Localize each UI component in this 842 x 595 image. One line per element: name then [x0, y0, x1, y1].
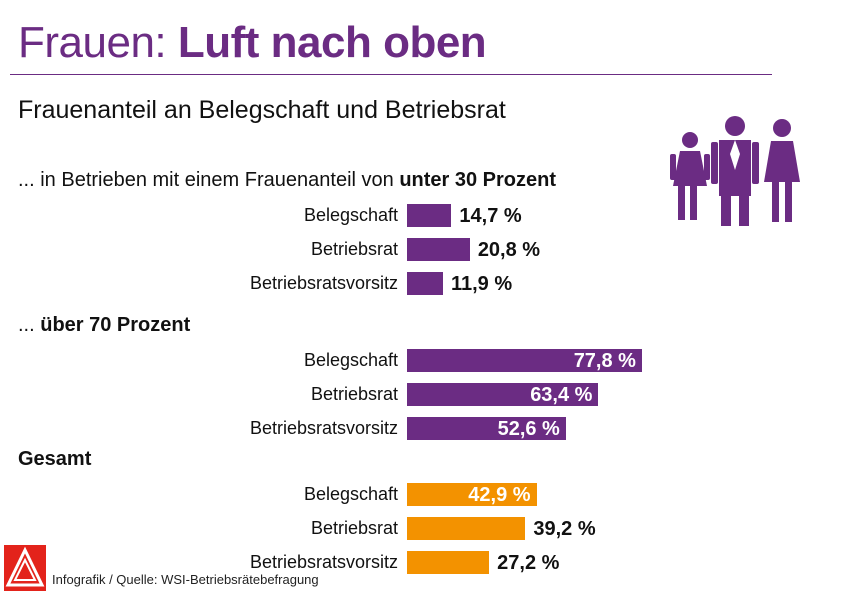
group-label-bold: unter 30 Prozent	[399, 169, 557, 191]
group-label-1: ... in Betrieben mit einem Frauenanteil …	[18, 167, 556, 193]
category-label: Belegschaft	[303, 484, 398, 504]
category-label: Belegschaft	[303, 205, 398, 225]
bar	[407, 417, 566, 440]
bar	[407, 272, 443, 295]
bar	[407, 238, 470, 261]
bar	[407, 349, 642, 372]
category-label: Betriebsrat	[310, 518, 398, 538]
category-label: Betriebsrat	[310, 239, 398, 259]
title-bold: Luft nach oben	[177, 18, 487, 67]
value-label: 27,2 %	[497, 552, 560, 574]
category-label: Betriebsrat	[310, 384, 398, 404]
bar	[407, 204, 452, 227]
chart-subtitle: Frauenanteil an Belegschaft und Betriebs…	[18, 96, 506, 124]
bar	[407, 483, 537, 506]
group-label-bold: Gesamt	[18, 448, 92, 470]
value-label: 63,4 %	[530, 384, 593, 406]
title-divider	[10, 74, 772, 75]
group-label-2: ... über 70 Prozent	[18, 312, 190, 338]
value-label: 52,6 %	[497, 418, 560, 440]
bar	[407, 517, 526, 540]
category-label: Betriebsratsvorsitz	[249, 418, 398, 438]
category-label: Belegschaft	[303, 350, 398, 370]
group-label-prefix: ... in Betrieben mit einem Frauenanteil …	[18, 169, 400, 191]
page-title: Frauen: Luft nach oben	[18, 14, 487, 72]
value-label: 11,9 %	[450, 273, 513, 295]
title-light: Frauen:	[18, 18, 167, 67]
value-label: 20,8 %	[477, 239, 541, 261]
group-label-prefix: ...	[18, 314, 41, 336]
women-group-icon	[670, 116, 800, 226]
bar	[407, 383, 599, 406]
category-label: Betriebsratsvorsitz	[249, 273, 398, 293]
value-label: 14,7 %	[459, 205, 522, 227]
group-label-bold: über 70 Prozent	[40, 314, 191, 336]
group-label-3: Gesamt	[18, 446, 91, 472]
category-label: Betriebsratsvorsitz	[249, 552, 398, 572]
ig-metall-logo-icon	[4, 545, 46, 591]
source-note: Infografik / Quelle: WSI-Betriebsrätebef…	[52, 572, 319, 587]
value-label: 39,2 %	[533, 518, 596, 540]
value-label: 77,8 %	[573, 350, 636, 372]
bar	[407, 551, 490, 574]
value-label: 42,9 %	[468, 484, 531, 506]
